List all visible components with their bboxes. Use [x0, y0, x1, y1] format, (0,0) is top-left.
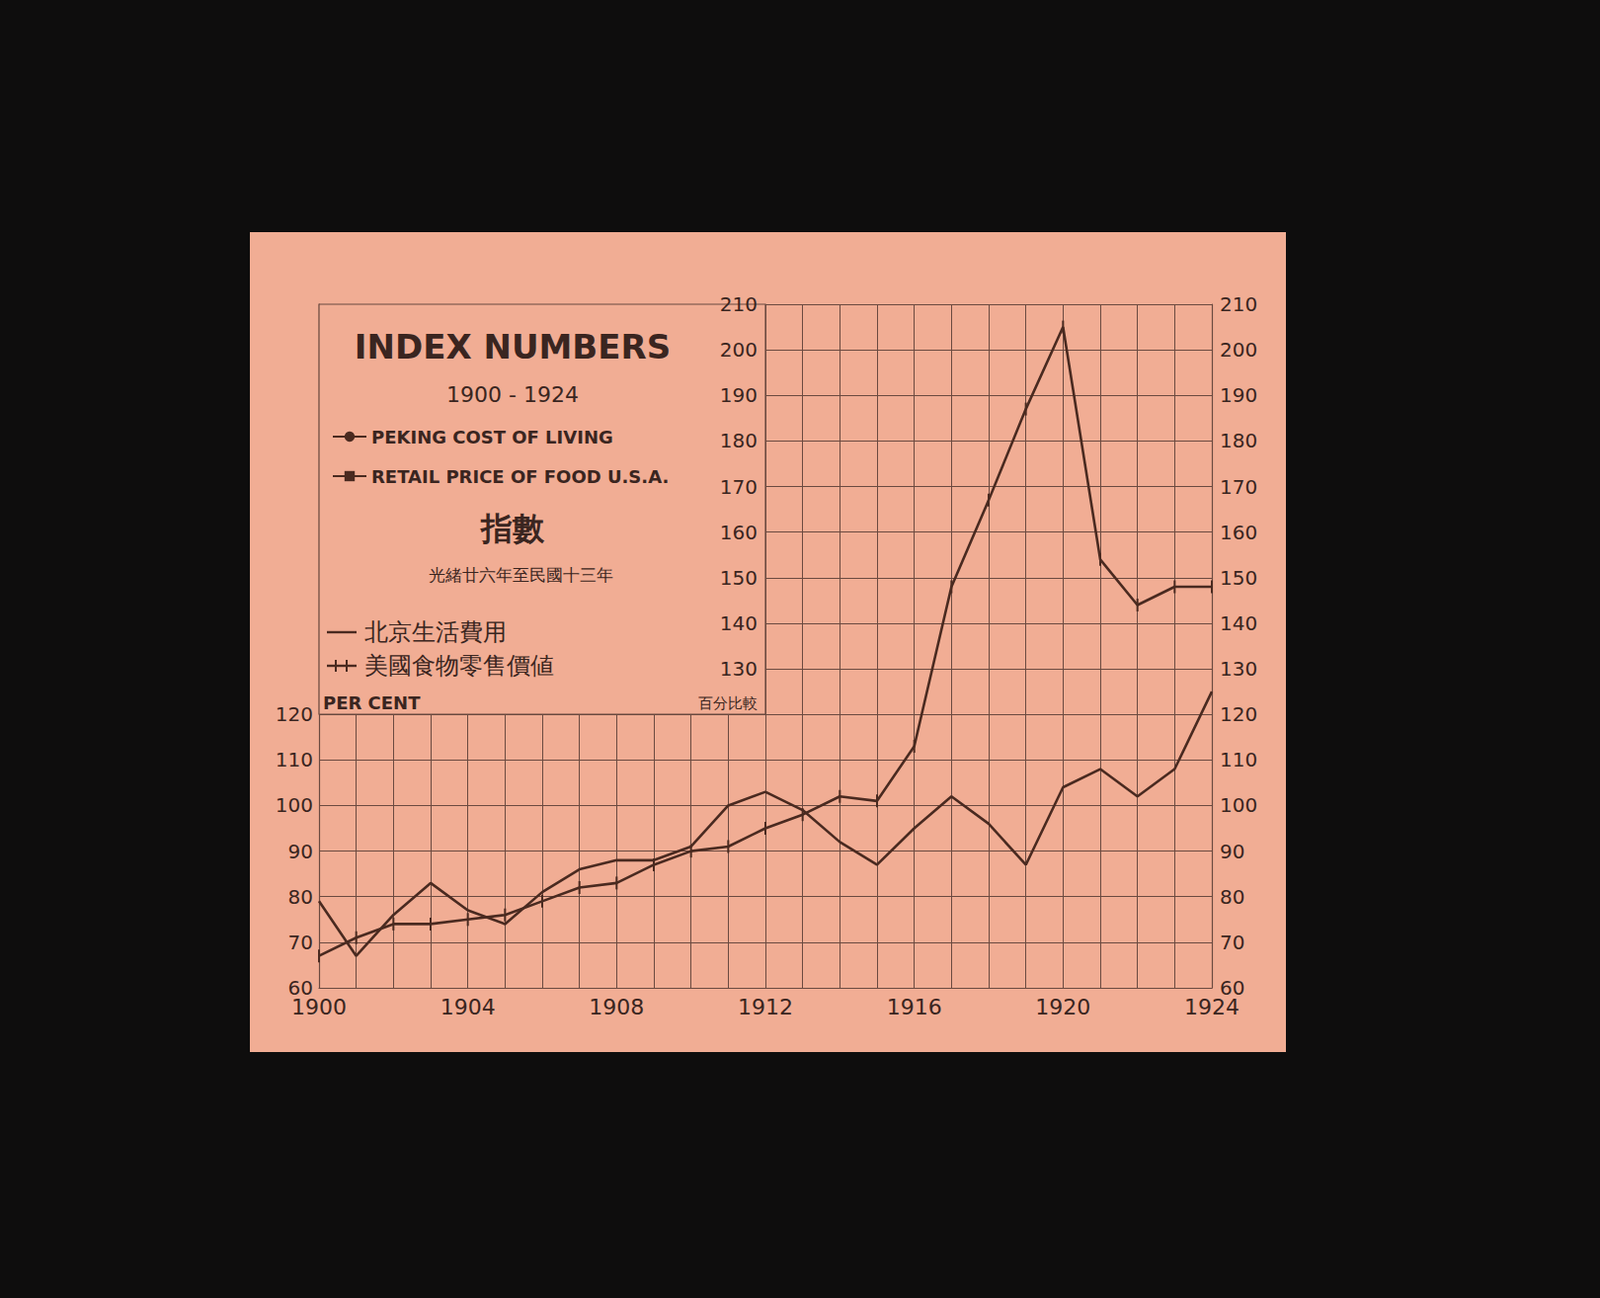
svg-text:INDEX NUMBERS: INDEX NUMBERS	[354, 326, 671, 367]
svg-text:80: 80	[288, 884, 314, 909]
svg-text:160: 160	[1219, 520, 1258, 545]
svg-text:RETAIL PRICE OF FOOD U.S.A.: RETAIL PRICE OF FOOD U.S.A.	[371, 466, 669, 487]
svg-text:1908: 1908	[588, 994, 644, 1020]
svg-text:120: 120	[1219, 702, 1258, 726]
svg-text:光緒廿六年至民國十三年: 光緒廿六年至民國十三年	[428, 564, 614, 585]
svg-text:PEKING COST OF LIVING: PEKING COST OF LIVING	[371, 426, 614, 448]
svg-text:1924: 1924	[1184, 994, 1240, 1020]
svg-text:130: 130	[720, 656, 758, 681]
svg-text:80: 80	[1219, 884, 1245, 909]
svg-text:210: 210	[720, 292, 758, 317]
svg-text:200: 200	[1219, 337, 1258, 362]
svg-text:210: 210	[1219, 292, 1258, 317]
svg-text:1912: 1912	[737, 994, 794, 1020]
svg-text:1920: 1920	[1035, 994, 1091, 1020]
svg-text:PER CENT: PER CENT	[322, 692, 421, 714]
svg-text:150: 150	[1219, 565, 1258, 590]
svg-text:180: 180	[1219, 428, 1258, 453]
svg-text:200: 200	[720, 337, 758, 362]
svg-text:70: 70	[288, 930, 314, 955]
svg-text:150: 150	[720, 565, 758, 590]
svg-text:90: 90	[1219, 839, 1245, 864]
svg-text:70: 70	[1219, 930, 1245, 955]
svg-text:60: 60	[287, 975, 314, 1000]
svg-text:1900: 1900	[291, 994, 347, 1020]
svg-text:60: 60	[1219, 975, 1245, 1000]
svg-text:100: 100	[275, 793, 314, 817]
svg-text:140: 140	[720, 611, 758, 636]
svg-text:1916: 1916	[886, 994, 943, 1020]
svg-text:1904: 1904	[440, 994, 496, 1020]
svg-text:百分比較: 百分比較	[698, 694, 758, 713]
svg-text:180: 180	[720, 428, 758, 453]
svg-text:190: 190	[1219, 383, 1258, 407]
svg-text:190: 190	[720, 383, 758, 407]
svg-text:160: 160	[720, 520, 758, 545]
svg-text:170: 170	[1219, 475, 1258, 499]
svg-text:110: 110	[1219, 747, 1258, 772]
svg-text:1900 - 1924: 1900 - 1924	[446, 382, 579, 407]
svg-text:100: 100	[1219, 793, 1258, 817]
svg-text:美國食物零售價値: 美國食物零售價値	[364, 651, 555, 680]
svg-text:指數: 指數	[479, 509, 546, 548]
svg-text:170: 170	[720, 475, 758, 499]
svg-text:90: 90	[288, 839, 314, 864]
svg-text:120: 120	[275, 702, 314, 726]
svg-text:110: 110	[275, 747, 314, 772]
svg-text:140: 140	[1219, 611, 1258, 636]
svg-text:北京生活費用: 北京生活費用	[364, 618, 507, 646]
svg-text:130: 130	[1219, 656, 1258, 681]
